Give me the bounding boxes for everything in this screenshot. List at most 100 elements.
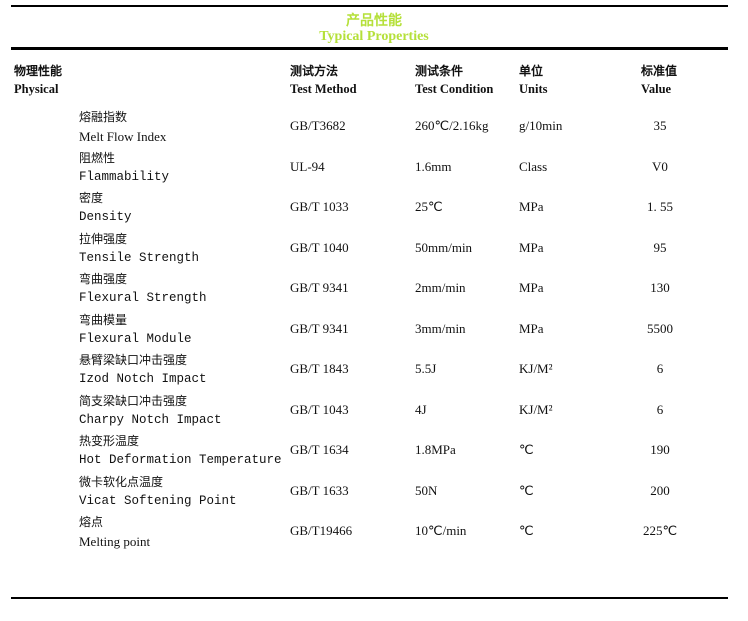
header-cn: 单位	[519, 64, 544, 78]
title-english: Typical Properties	[319, 29, 429, 44]
test-condition: 50N	[415, 482, 438, 498]
bottom-rule	[11, 597, 728, 599]
value: 225℃	[642, 523, 678, 538]
property-name: 弯曲模量 Flexural Module	[79, 311, 192, 349]
table-row: 热变形温度 Hot Deformation Temperature GB/T 1…	[0, 432, 748, 472]
property-name: 简支梁缺口冲击强度 Charpy Notch Impact	[79, 392, 222, 430]
property-name-en: Melt Flow Index	[79, 129, 167, 144]
unit: g/10min	[519, 118, 563, 133]
property-name-cn: 熔融指数	[79, 110, 128, 124]
header-en: Physical	[14, 82, 59, 96]
property-name-en: Melting point	[79, 534, 151, 549]
test-method: GB/T 1033	[290, 199, 349, 214]
table-row: 简支梁缺口冲击强度 Charpy Notch Impact GB/T 1043 …	[0, 392, 748, 432]
table-row: 拉伸强度 Tensile Strength GB/T 1040 50mm/min…	[0, 230, 748, 270]
property-name: 拉伸强度 Tensile Strength	[79, 230, 199, 268]
property-name-cn: 熔点	[79, 515, 104, 529]
property-name-cn: 微卡软化点温度	[79, 474, 164, 489]
unit: MPa	[519, 280, 544, 295]
property-name-cn: 弯曲强度	[79, 272, 128, 286]
value: 1. 55	[647, 199, 673, 214]
test-condition: 25℃	[415, 199, 443, 214]
test-condition: 1.6mm	[415, 158, 452, 174]
test-method: GB/T 1040	[290, 239, 349, 255]
property-name-en: Density	[79, 210, 132, 224]
test-method: GB/T 1634	[290, 442, 349, 457]
value: 35	[653, 118, 667, 133]
unit: KJ/M²	[519, 361, 553, 376]
header-en: Test Condition	[415, 82, 494, 96]
unit: MPa	[519, 239, 544, 255]
test-method: GB/T 1633	[290, 482, 349, 498]
test-method: GB/T19466	[290, 523, 353, 538]
table-row: 阻燃性 Flammability UL-94 1.6mm Class V0	[0, 149, 748, 189]
property-name-cn: 阻燃性	[79, 150, 116, 165]
property-name-cn: 悬臂梁缺口冲击强度	[79, 353, 188, 367]
property-name-en: Flexural Module	[79, 331, 192, 346]
unit: ℃	[519, 442, 534, 457]
table-row: 熔融指数 Melt Flow Index GB/T3682 260℃/2.16k…	[0, 108, 748, 148]
value: 190	[650, 442, 670, 457]
unit: KJ/M²	[519, 401, 553, 417]
unit: ℃	[519, 482, 534, 498]
property-name-en: Hot Deformation Temperature	[79, 453, 282, 467]
test-condition: 10℃/min	[415, 523, 467, 538]
property-name-en: Flexural Strength	[79, 291, 207, 305]
property-name-cn: 弯曲模量	[79, 312, 128, 327]
test-method: GB/T 9341	[290, 280, 349, 295]
test-condition: 3mm/min	[415, 320, 466, 336]
property-name-en: Vicat Softening Point	[79, 493, 237, 508]
header-physical: 物理性能 Physical	[14, 62, 62, 98]
test-condition: 50mm/min	[415, 239, 473, 255]
test-condition: 2mm/min	[415, 280, 466, 295]
property-name: 密度 Density	[79, 189, 132, 227]
header-en: Test Method	[290, 82, 357, 96]
header-cn: 标准值	[641, 64, 678, 78]
value: 130	[650, 280, 670, 295]
property-name-en: Flammability	[79, 169, 170, 184]
header-rule	[11, 47, 728, 50]
value: 95	[653, 239, 667, 255]
value: 6	[656, 361, 664, 376]
test-method: UL-94	[290, 158, 325, 174]
table-row: 熔点 Melting point GB/T19466 10℃/min ℃ 225…	[0, 513, 748, 553]
property-name: 弯曲强度 Flexural Strength	[79, 270, 207, 308]
top-rule	[11, 5, 728, 7]
table-row: 微卡软化点温度 Vicat Softening Point GB/T 1633 …	[0, 473, 748, 513]
header-units: 单位 Units	[519, 62, 547, 98]
test-method: GB/T 1043	[290, 401, 349, 417]
header-cn: 测试条件	[415, 64, 464, 78]
property-name-cn: 热变形温度	[79, 434, 140, 448]
property-name: 阻燃性 Flammability	[79, 149, 169, 187]
value: 6	[656, 401, 664, 417]
test-condition: 1.8MPa	[415, 442, 456, 457]
property-name-en: Tensile Strength	[79, 250, 200, 265]
property-name-en: Charpy Notch Impact	[79, 412, 222, 427]
property-name-cn: 简支梁缺口冲击强度	[79, 393, 188, 408]
test-method: GB/T3682	[290, 118, 346, 133]
property-name: 微卡软化点温度 Vicat Softening Point	[79, 473, 237, 511]
property-name-cn: 密度	[79, 191, 104, 205]
test-condition: 5.5J	[415, 361, 437, 376]
property-name: 熔融指数 Melt Flow Index	[79, 108, 166, 146]
header-en: Value	[641, 82, 672, 96]
property-name-en: Izod Notch Impact	[79, 372, 207, 386]
property-name-cn: 拉伸强度	[79, 231, 128, 246]
header-value: 标准值 Value	[641, 62, 677, 98]
title-chinese: 产品性能	[346, 13, 402, 29]
table-row: 弯曲强度 Flexural Strength GB/T 9341 2mm/min…	[0, 270, 748, 310]
test-method: GB/T 9341	[290, 320, 349, 336]
header-test-method: 测试方法 Test Method	[290, 62, 357, 98]
header-en: Units	[519, 82, 548, 96]
unit: MPa	[519, 320, 544, 336]
property-name: 悬臂梁缺口冲击强度 Izod Notch Impact	[79, 351, 207, 389]
value: V0	[652, 158, 668, 174]
test-method: GB/T 1843	[290, 361, 349, 376]
unit: MPa	[519, 199, 544, 214]
header-cn: 测试方法	[290, 64, 339, 78]
table-row: 弯曲模量 Flexural Module GB/T 9341 3mm/min M…	[0, 311, 748, 351]
header-test-condition: 测试条件 Test Condition	[415, 62, 493, 98]
test-condition: 260℃/2.16kg	[415, 118, 489, 133]
test-condition: 4J	[415, 401, 427, 417]
table-row: 密度 Density GB/T 1033 25℃ MPa 1. 55	[0, 189, 748, 229]
